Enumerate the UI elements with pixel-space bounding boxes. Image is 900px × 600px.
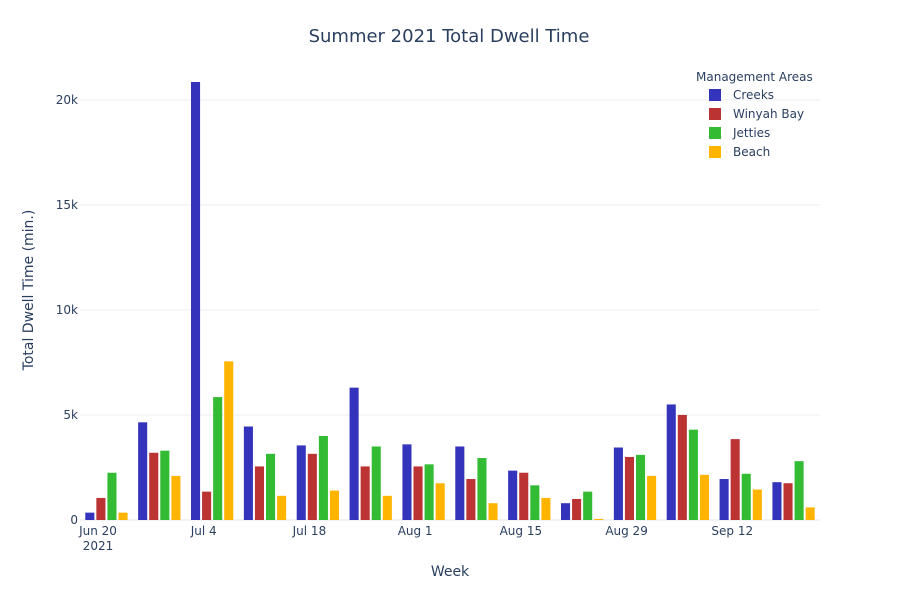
legend-label: Creeks bbox=[733, 88, 774, 102]
x-tick-label: Jun 20 bbox=[78, 524, 117, 538]
x-tick-label: Aug 29 bbox=[605, 524, 648, 538]
bar-winyah-bay bbox=[413, 466, 423, 520]
x-axis-title: Week bbox=[431, 564, 470, 580]
bar-beach bbox=[699, 474, 709, 520]
bar-beach bbox=[382, 495, 392, 520]
bar-winyah-bay bbox=[360, 466, 370, 520]
bar-creeks bbox=[561, 503, 571, 520]
bar-creeks bbox=[296, 445, 306, 520]
bar-jetties bbox=[583, 491, 593, 520]
bar-jetties bbox=[741, 473, 751, 520]
bar-beach bbox=[277, 495, 287, 520]
bar-winyah-bay bbox=[202, 491, 212, 520]
legend-swatch bbox=[709, 89, 721, 101]
bar-creeks bbox=[666, 404, 676, 520]
bar-creeks bbox=[243, 426, 253, 520]
x-tick-label: Sep 12 bbox=[711, 524, 753, 538]
bar-beach bbox=[435, 483, 445, 520]
bar-creeks bbox=[508, 470, 518, 520]
bar-creeks bbox=[85, 512, 95, 520]
bar-beach bbox=[594, 518, 604, 520]
bar-jetties bbox=[794, 461, 804, 520]
bar-jetties bbox=[688, 429, 698, 520]
bar-winyah-bay bbox=[677, 414, 687, 520]
legend-swatch bbox=[709, 127, 721, 139]
y-tick-label: 0 bbox=[70, 513, 78, 527]
bar-jetties bbox=[530, 485, 540, 520]
bar-winyah-bay bbox=[96, 497, 106, 520]
y-axis-title: Total Dwell Time (min.) bbox=[21, 210, 37, 372]
bar-jetties bbox=[477, 458, 487, 520]
bar-beach bbox=[488, 503, 498, 520]
bar-beach bbox=[118, 512, 128, 520]
y-tick-label: 20k bbox=[56, 93, 78, 107]
x-tick-label-year: 2021 bbox=[83, 539, 114, 553]
x-tick-label: Jul 18 bbox=[292, 524, 327, 538]
bar-winyah-bay bbox=[466, 479, 476, 520]
bar-creeks bbox=[349, 387, 359, 520]
bar-winyah-bay bbox=[519, 472, 529, 520]
bar-beach bbox=[329, 490, 339, 520]
legend-title: Management Areas bbox=[696, 70, 813, 84]
bar-beach bbox=[541, 497, 551, 520]
legend-label: Beach bbox=[733, 145, 770, 159]
bar-jetties bbox=[636, 454, 646, 520]
bar-winyah-bay bbox=[783, 483, 793, 520]
bar-creeks bbox=[772, 482, 782, 520]
legend: Management Areas Creeks Winyah Bay Jetties… bbox=[696, 70, 813, 159]
bar-jetties bbox=[107, 472, 117, 520]
bar-beach bbox=[647, 475, 657, 520]
bar-winyah-bay bbox=[730, 439, 740, 520]
bar-creeks bbox=[402, 444, 412, 520]
bar-jetties bbox=[371, 446, 381, 520]
y-tick-label: 15k bbox=[56, 198, 78, 212]
y-tick-label: 5k bbox=[63, 408, 78, 422]
legend-label: Jetties bbox=[732, 126, 770, 140]
bar-winyah-bay bbox=[254, 466, 264, 520]
x-tick-label: Aug 15 bbox=[500, 524, 543, 538]
legend-swatch bbox=[709, 146, 721, 158]
bar-creeks bbox=[455, 446, 465, 520]
bar-creeks bbox=[138, 422, 148, 520]
bar-jetties bbox=[213, 397, 223, 520]
bar-jetties bbox=[160, 450, 170, 520]
x-tick-label: Aug 1 bbox=[398, 524, 433, 538]
bar-winyah-bay bbox=[307, 453, 317, 520]
bar-beach bbox=[224, 361, 234, 520]
legend-label: Winyah Bay bbox=[733, 107, 804, 121]
bar-winyah-bay bbox=[572, 498, 582, 520]
bar-creeks bbox=[719, 479, 729, 520]
bar-beach bbox=[805, 507, 815, 520]
bar-jetties bbox=[318, 435, 328, 520]
bar-beach bbox=[171, 475, 181, 520]
chart-title: Summer 2021 Total Dwell Time bbox=[309, 26, 590, 47]
bar-creeks bbox=[613, 447, 623, 520]
bar-jetties bbox=[424, 464, 434, 520]
x-tick-label: Jul 4 bbox=[190, 524, 217, 538]
bars bbox=[85, 81, 815, 521]
y-tick-label: 10k bbox=[56, 303, 78, 317]
legend-swatch bbox=[709, 108, 721, 120]
bar-beach bbox=[752, 489, 762, 520]
bar-jetties bbox=[266, 453, 276, 520]
bar-creeks bbox=[191, 81, 201, 521]
bar-winyah-bay bbox=[149, 452, 159, 520]
bar-winyah-bay bbox=[624, 456, 634, 520]
